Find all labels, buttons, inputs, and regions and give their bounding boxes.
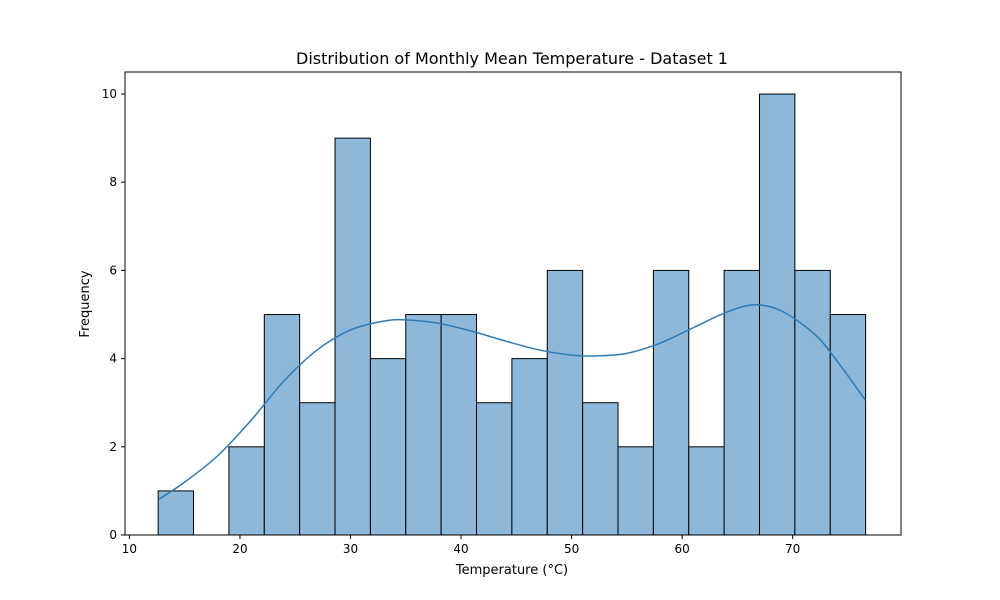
y-tick-label: 8	[109, 175, 117, 189]
histogram-bar	[829, 314, 867, 536]
histogram-bar	[157, 490, 195, 536]
x-tick-label: 60	[674, 542, 689, 556]
y-tick-label: 6	[109, 263, 117, 277]
histogram-bar	[511, 358, 548, 536]
histogram-bar	[723, 269, 761, 536]
x-tick-label: 20	[232, 542, 247, 556]
plot-area-frame	[124, 71, 902, 536]
x-tick-label: 70	[785, 542, 800, 556]
histogram-bar	[652, 269, 690, 536]
histogram-bar	[299, 402, 336, 536]
histogram-bars	[157, 93, 867, 536]
x-tick-label: 10	[122, 542, 137, 556]
histogram-bar	[263, 314, 301, 536]
histogram-bar	[794, 269, 831, 536]
chart-title: Distribution of Monthly Mean Temperature…	[296, 49, 728, 68]
y-axis-ticks: 0 2 4 6 8 10	[102, 87, 125, 542]
y-tick-label: 2	[109, 440, 117, 454]
y-tick-label: 4	[109, 352, 117, 366]
histogram-bar	[440, 314, 478, 536]
kde-curve	[157, 304, 867, 501]
histogram-bar	[405, 314, 442, 536]
histogram-bar	[546, 269, 584, 536]
x-axis-ticks: 10 20 30 40 50 60 70	[122, 535, 800, 556]
histogram-bar	[228, 446, 265, 536]
y-axis-label: Frequency	[78, 270, 93, 337]
kde-curve-group	[157, 304, 867, 501]
histogram-bar	[369, 358, 407, 536]
x-tick-label: 30	[343, 542, 358, 556]
histogram-bar	[582, 402, 619, 536]
y-tick-label: 10	[102, 87, 117, 101]
x-tick-label: 50	[564, 542, 579, 556]
x-tick-label: 40	[453, 542, 468, 556]
y-tick-label: 0	[109, 528, 117, 542]
x-axis-label: Temperature (°C)	[455, 563, 568, 578]
histogram-bar	[334, 137, 371, 536]
histogram-bar	[617, 446, 654, 536]
histogram-bar	[476, 402, 513, 536]
histogram-bar	[688, 446, 725, 536]
